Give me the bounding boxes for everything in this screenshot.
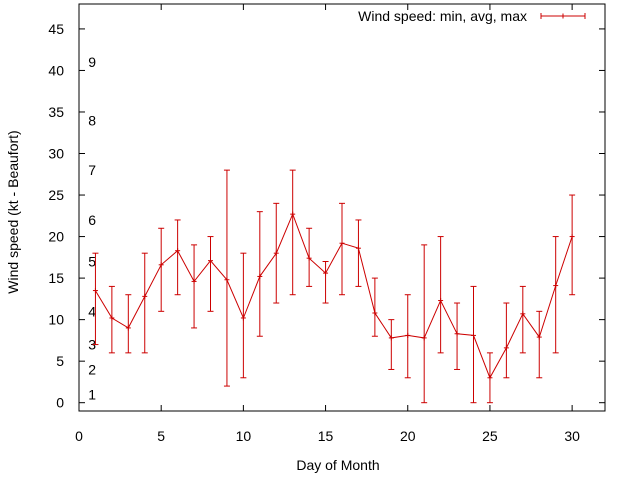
y-axis-label: Wind speed (kt - Beaufort) — [5, 130, 21, 293]
x-tick-label: 0 — [75, 428, 83, 444]
legend: Wind speed: min, avg, max — [358, 8, 586, 24]
beaufort-label: 1 — [88, 386, 96, 402]
beaufort-label: 3 — [88, 337, 96, 353]
y-tick-label: 10 — [48, 312, 64, 328]
x-axis-label: Day of Month — [296, 457, 379, 473]
beaufort-label: 4 — [88, 303, 96, 319]
avg-line — [94, 212, 573, 379]
beaufort-label: 8 — [88, 112, 96, 128]
x-tick-label: 5 — [157, 428, 165, 444]
y-tick-label: 35 — [48, 104, 64, 120]
x-tick-label: 30 — [564, 428, 580, 444]
beaufort-label: 2 — [88, 361, 96, 377]
legend-swatch — [540, 13, 586, 19]
beaufort-label: 9 — [88, 54, 96, 70]
y-tick-label: 45 — [48, 21, 64, 37]
series-layer — [92, 169, 576, 404]
y-tick-label: 30 — [48, 146, 64, 162]
y-tick-label: 20 — [48, 229, 64, 245]
x-tick-label: 10 — [236, 428, 252, 444]
beaufort-label: 7 — [88, 162, 96, 178]
beaufort-label: 6 — [88, 212, 96, 228]
x-tick-label: 20 — [400, 428, 416, 444]
beaufort-label: 5 — [88, 253, 96, 269]
x-tick-label: 25 — [482, 428, 498, 444]
x-tick-label: 15 — [318, 428, 334, 444]
plot-frame — [78, 3, 606, 412]
y-tick-label: 15 — [48, 270, 64, 286]
y-tick-label: 0 — [56, 395, 64, 411]
y-tick-label: 25 — [48, 187, 64, 203]
legend-label: Wind speed: min, avg, max — [358, 8, 527, 24]
y-tick-label: 5 — [56, 353, 64, 369]
y-tick-label: 40 — [48, 62, 64, 78]
